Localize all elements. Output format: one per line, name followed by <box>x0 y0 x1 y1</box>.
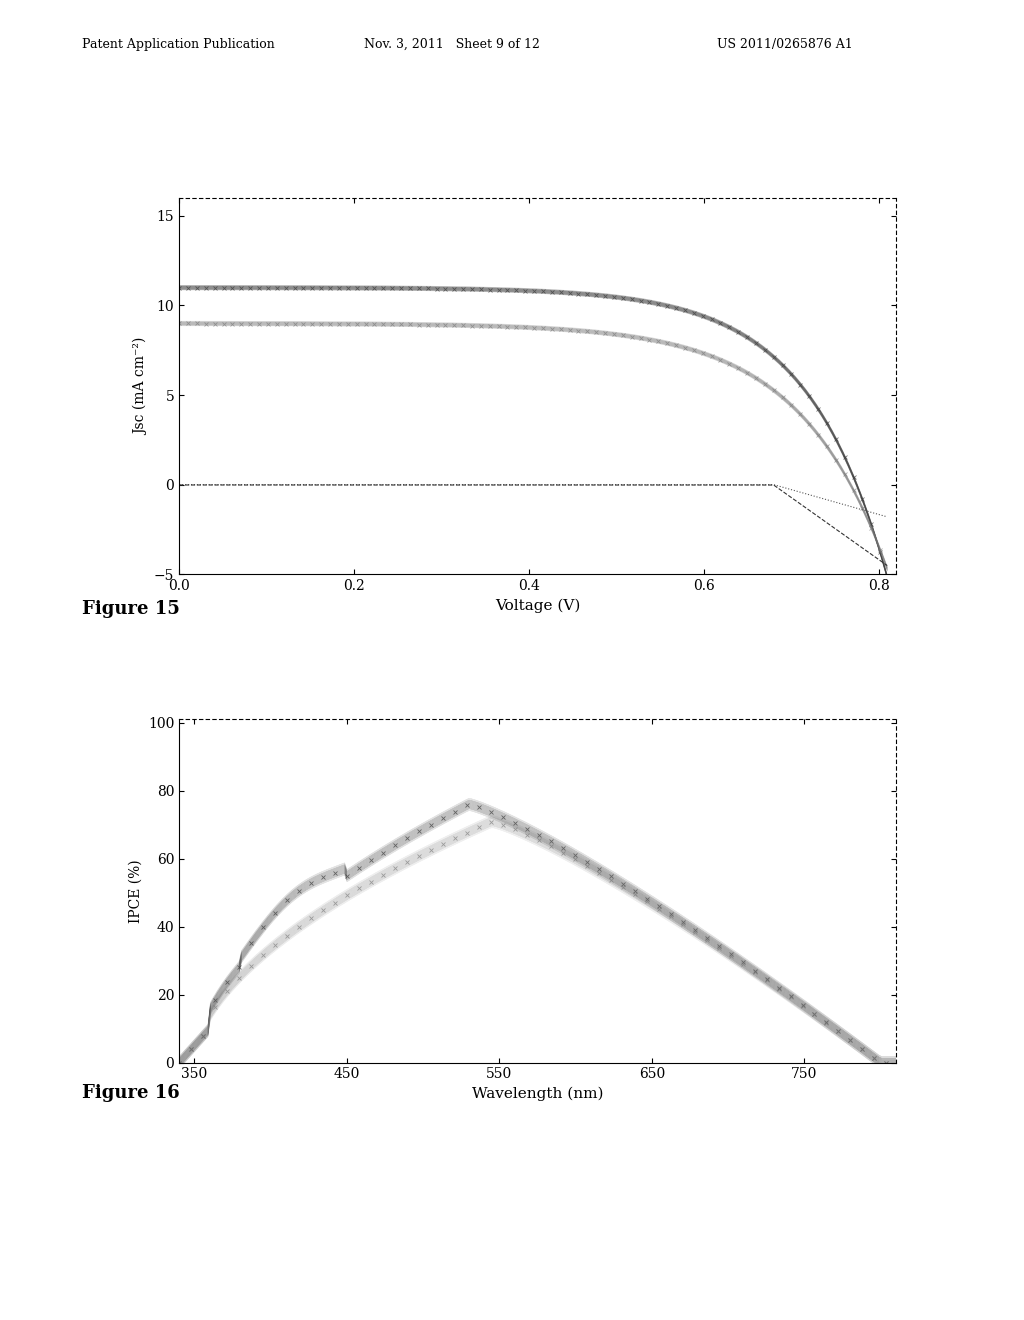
Text: Figure 15: Figure 15 <box>82 599 180 618</box>
Text: US 2011/0265876 A1: US 2011/0265876 A1 <box>717 37 853 50</box>
X-axis label: Voltage (V): Voltage (V) <box>495 598 581 612</box>
Text: Patent Application Publication: Patent Application Publication <box>82 37 274 50</box>
Y-axis label: IPCE (%): IPCE (%) <box>128 859 142 923</box>
Y-axis label: Jsc (mA cm⁻²): Jsc (mA cm⁻²) <box>134 338 148 434</box>
X-axis label: Wavelength (nm): Wavelength (nm) <box>472 1086 603 1101</box>
Text: Nov. 3, 2011   Sheet 9 of 12: Nov. 3, 2011 Sheet 9 of 12 <box>364 37 540 50</box>
Text: Figure 16: Figure 16 <box>82 1084 179 1102</box>
